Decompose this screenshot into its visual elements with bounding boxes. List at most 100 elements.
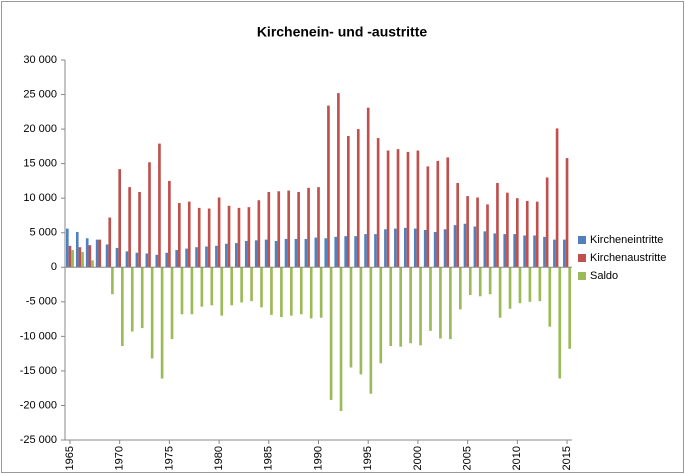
bar: [118, 169, 122, 268]
bar: [538, 267, 542, 302]
bar: [423, 229, 427, 268]
bar: [309, 267, 313, 319]
bar: [466, 196, 469, 268]
bar: [429, 267, 432, 331]
bar: [220, 267, 224, 316]
bar: [525, 200, 529, 268]
bar: [240, 267, 243, 303]
bar: [443, 229, 447, 268]
x-tick-label: 1975: [163, 446, 175, 470]
bar: [433, 232, 437, 268]
x-tick-label: 1990: [312, 446, 324, 470]
bar: [396, 149, 400, 268]
bar: [175, 250, 178, 268]
bar: [426, 166, 430, 268]
bar: [207, 208, 211, 268]
y-tick-label: -5 000: [26, 296, 57, 308]
bar: [105, 244, 109, 268]
chart-title: Kirchenein- und -austritte: [257, 24, 428, 40]
bar: [478, 267, 482, 297]
bar: [244, 241, 248, 268]
bar: [356, 129, 360, 268]
bar: [508, 267, 512, 309]
legend-label: Kircheneintritte: [590, 234, 663, 246]
bar: [185, 248, 188, 268]
bar: [158, 143, 161, 268]
bar: [337, 93, 340, 268]
bar: [339, 267, 343, 411]
bar: [287, 190, 291, 268]
y-tick-label: -20 000: [20, 399, 57, 411]
bar: [535, 201, 539, 268]
bar: [403, 227, 407, 268]
bar: [65, 228, 69, 268]
bar: [324, 238, 328, 268]
bar: [237, 207, 241, 268]
bar: [210, 267, 214, 306]
bar: [394, 228, 397, 268]
y-tick-label: 30 000: [23, 54, 57, 66]
bar: [128, 187, 131, 268]
bar: [260, 267, 263, 308]
bar: [155, 254, 159, 268]
x-tick-label: 1970: [114, 446, 126, 470]
x-tick-label: 2010: [511, 446, 523, 470]
bar: [250, 267, 253, 302]
bar: [359, 267, 363, 375]
bar: [493, 233, 497, 268]
bar: [197, 207, 201, 268]
x-tick-label: 2015: [561, 446, 573, 470]
bar: [180, 267, 184, 315]
y-tick-label: 25 000: [23, 88, 57, 100]
bar: [327, 105, 330, 268]
y-tick-label: 10 000: [23, 192, 57, 204]
bar: [349, 267, 353, 368]
x-tick-label: 1995: [362, 446, 374, 470]
bar: [257, 200, 261, 268]
bar: [125, 251, 129, 268]
x-tick-label: 1965: [64, 446, 76, 470]
bar: [488, 267, 492, 295]
bar: [389, 267, 393, 347]
bar: [205, 246, 208, 268]
y-tick-label: 15 000: [23, 158, 57, 170]
bar: [215, 245, 218, 268]
bar: [280, 267, 283, 318]
bar: [523, 235, 526, 268]
bar: [81, 252, 84, 268]
bar: [545, 177, 549, 268]
bar: [463, 223, 467, 268]
bar: [319, 267, 323, 318]
bar: [468, 267, 472, 295]
bar: [187, 201, 191, 268]
bar: [267, 191, 271, 268]
bar: [416, 150, 420, 268]
bar: [294, 238, 298, 268]
y-tick-label: -25 000: [20, 434, 57, 446]
bar: [227, 205, 231, 268]
bar: [290, 267, 293, 316]
bar: [498, 267, 502, 318]
bar: [446, 157, 450, 268]
bar: [217, 197, 221, 268]
bar: [314, 237, 318, 268]
bar: [439, 267, 442, 339]
bar: [528, 267, 532, 302]
bar: [135, 252, 139, 268]
x-tick-label: 1980: [213, 446, 225, 470]
bar: [140, 267, 144, 329]
bar: [168, 180, 171, 268]
bar: [486, 204, 489, 268]
bar: [160, 267, 164, 379]
bar: [247, 207, 251, 268]
bar: [148, 162, 151, 268]
bar: [386, 150, 390, 268]
bar: [496, 182, 499, 268]
legend-swatch: [578, 272, 586, 280]
bar: [518, 267, 522, 304]
bar: [515, 198, 519, 268]
bar: [78, 247, 82, 268]
bar: [456, 182, 460, 268]
